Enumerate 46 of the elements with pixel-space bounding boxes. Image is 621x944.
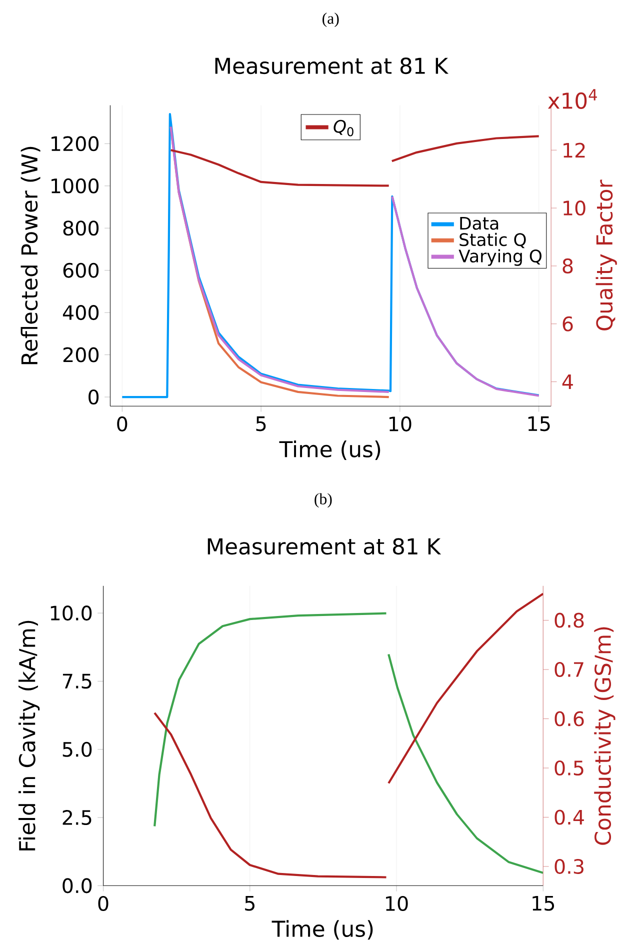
y-tick-label: 0.0 [62,878,92,894]
y-tick-label: 600 [63,262,98,278]
x-tick-label: 10 [386,896,408,912]
x-axis-title: Time (us) [272,920,373,940]
x-tick-label: 15 [532,896,554,911]
annotation: x10$^{4}$ [548,89,597,109]
chart-title: Measurement at 81 K [208,538,441,555]
y2-tick-label: 12 [563,142,585,158]
y-tick-label: 1200 [51,136,98,152]
x-tick-label: 5 [256,416,266,432]
y-tick-label: 0 [88,390,98,405]
x-tick-label: 0 [98,896,108,912]
legend-label: Data [460,216,498,230]
y-tick-label: 200 [63,347,98,362]
y-tick-label: 800 [63,220,98,236]
text: (b) [314,493,332,508]
y2-tick-label: 0.3 [554,858,584,874]
y2-tick-label: 0.7 [554,662,584,678]
y2-tick-label: 0.6 [554,711,584,726]
legend-label: Q$_{0}$ [334,120,354,136]
y-tick-label: 7.5 [62,674,92,689]
y2-axis-title: Conductivity (GS/m) [594,627,616,845]
y-tick-label: 400 [62,305,98,320]
y-tick-label: 2.5 [62,810,92,826]
y2-tick-label: 10 [563,200,586,216]
y-tick-label: 1000 [51,178,98,194]
chart-title: Measurement at 81 K [215,58,448,74]
x-tick-label: 5 [244,896,254,911]
y2-tick-label: 0.5 [554,760,584,776]
y2-tick-label: 6 [562,316,573,332]
x-tick-label: 10 [389,416,412,432]
x-tick-label: 15 [528,416,550,432]
text: (a) [322,12,339,28]
y-axis-title: Field in Cavity (kA/m) [18,620,40,850]
legend-label: Static Q [460,232,526,248]
y-axis-title: Reflected Power (W) [20,146,40,364]
y-tick-label: 5.0 [62,742,92,757]
x-tick-label: 0 [117,416,128,432]
y2-tick-label: 0.8 [554,612,584,628]
legend-label: Varying Q [458,249,542,266]
y2-tick-label: 4 [562,374,573,390]
y2-tick-label: 0.4 [554,810,584,825]
y2-tick-label: 8 [562,258,573,274]
x-axis-title: Time (us) [279,440,380,460]
y-tick-label: 10.0 [50,606,92,621]
y2-axis-title: Quality Factor [596,180,617,330]
